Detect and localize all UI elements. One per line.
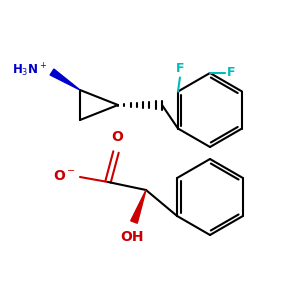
Polygon shape	[50, 69, 80, 90]
Text: O: O	[111, 130, 123, 144]
Text: O$^-$: O$^-$	[53, 169, 76, 183]
Text: OH: OH	[120, 230, 144, 244]
Text: F: F	[176, 62, 184, 76]
Polygon shape	[131, 190, 146, 223]
Text: H$_3$N$^+$: H$_3$N$^+$	[12, 61, 47, 79]
Text: F: F	[227, 67, 236, 80]
